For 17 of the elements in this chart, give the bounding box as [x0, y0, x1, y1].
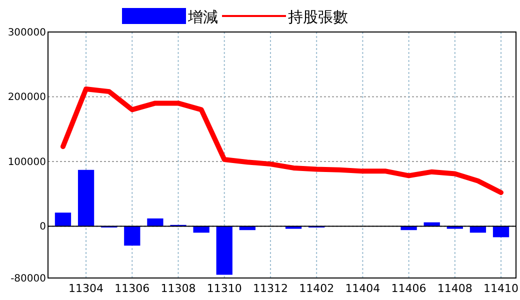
- legend-label: 增減: [187, 8, 218, 26]
- y-tick-label: 300000: [8, 28, 46, 38]
- y-tick-label: 200000: [8, 92, 46, 104]
- x-tick-label: 11404: [345, 282, 380, 295]
- y-tick-label: -80000: [10, 274, 46, 284]
- y-tick-label: 0: [40, 222, 46, 233]
- x-tick-label: 11306: [114, 282, 150, 295]
- x-tick-label: 11308: [160, 282, 196, 295]
- x-tick-label: 11406: [391, 282, 426, 295]
- x-tick-label: 11402: [299, 282, 334, 295]
- y-tick-label: 100000: [8, 156, 46, 168]
- x-tick-label: 11410: [484, 282, 519, 295]
- x-tick-label: 11304: [68, 282, 104, 295]
- x-tick-label: 11408: [437, 282, 472, 295]
- x-tick-label: 11312: [252, 282, 288, 295]
- x-tick-label: 11310: [206, 282, 242, 295]
- legend-label: 持股張數: [288, 8, 348, 26]
